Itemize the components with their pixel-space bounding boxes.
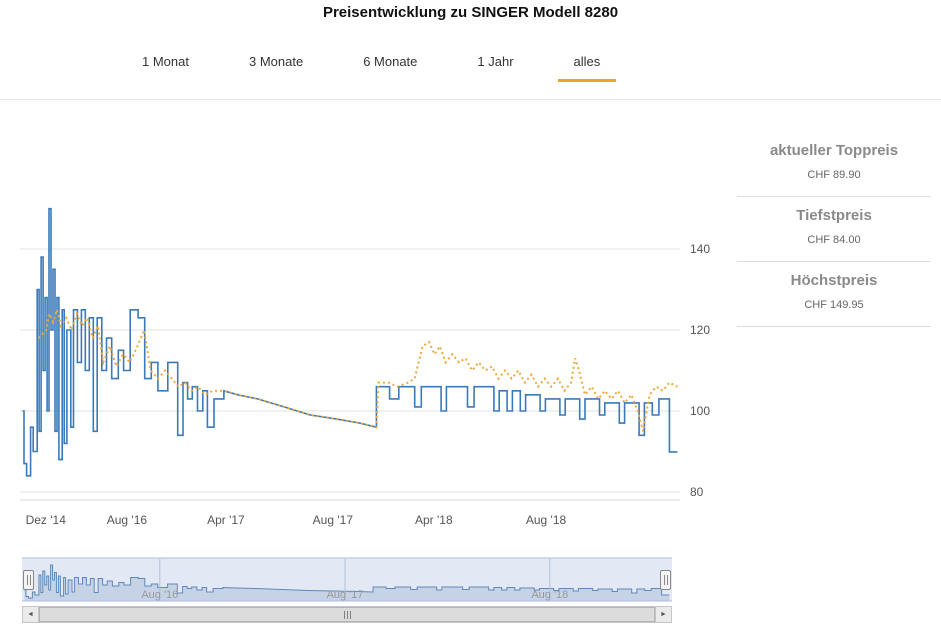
tab-1-month[interactable]: 1 Monat (142, 54, 189, 69)
x-axis-label: Apr '17 (207, 513, 245, 527)
scrollbar-grip-icon (343, 610, 351, 619)
stat-value: CHF 149.95 (804, 299, 864, 311)
stat-current-top-price: aktueller Toppreis CHF 89.90 (737, 132, 931, 197)
stat-highest-price: Höchstpreis CHF 149.95 (737, 262, 931, 327)
price-chart-plot[interactable] (20, 110, 680, 510)
stat-value: CHF 84.00 (807, 234, 861, 246)
navigator-handle-right[interactable] (660, 570, 671, 590)
stat-label: aktueller Toppreis (769, 142, 899, 159)
navigator-axis-label: Aug '16 (141, 589, 179, 601)
tab-3-months[interactable]: 3 Monate (248, 54, 304, 69)
stat-label: Tiefstpreis (796, 207, 872, 224)
header-divider (0, 99, 941, 100)
tab-6-months[interactable]: 6 Monate (363, 54, 418, 69)
x-axis-label: Aug '17 (312, 513, 353, 527)
stat-value: CHF 89.90 (807, 169, 861, 181)
navigator-chart[interactable] (22, 557, 672, 603)
y-axis-label: 80 (690, 485, 704, 499)
y-axis-label: 100 (690, 404, 711, 418)
scrollbar-thumb[interactable] (39, 607, 655, 622)
stat-lowest-price: Tiefstpreis CHF 84.00 (737, 197, 931, 262)
y-axis-label: 140 (690, 242, 711, 256)
navigator-axis-label: Aug '17 (326, 589, 364, 601)
y-axis-label: 120 (690, 323, 711, 337)
tab-1-year[interactable]: 1 Jahr (477, 54, 514, 69)
navigator-axis-label: Aug '18 (531, 589, 569, 601)
navigator[interactable] (22, 557, 672, 603)
scrollbar-left-arrow-icon[interactable]: ◄ (22, 606, 39, 623)
scrollbar-right-arrow-icon[interactable]: ► (655, 606, 672, 623)
scrollbar[interactable]: ◄ ► (22, 606, 672, 623)
x-axis-label: Aug '16 (106, 513, 148, 527)
stat-label: Höchstpreis (790, 272, 878, 289)
scrollbar-track[interactable] (39, 606, 655, 623)
navigator-handle-left[interactable] (23, 570, 34, 590)
x-axis-label: Dez '14 (25, 513, 66, 527)
tab-all[interactable]: alles (557, 48, 617, 82)
x-axis-label: Apr '18 (414, 513, 453, 527)
price-stats-panel: aktueller Toppreis CHF 89.90 Tiefstpreis… (737, 132, 931, 327)
x-axis-label: Aug '18 (525, 513, 567, 527)
range-tabs: 1 Monat 3 Monate 6 Monate 1 Jahr alles (126, 48, 617, 82)
page-title: Preisentwicklung zu SINGER Modell 8280 (322, 4, 619, 21)
